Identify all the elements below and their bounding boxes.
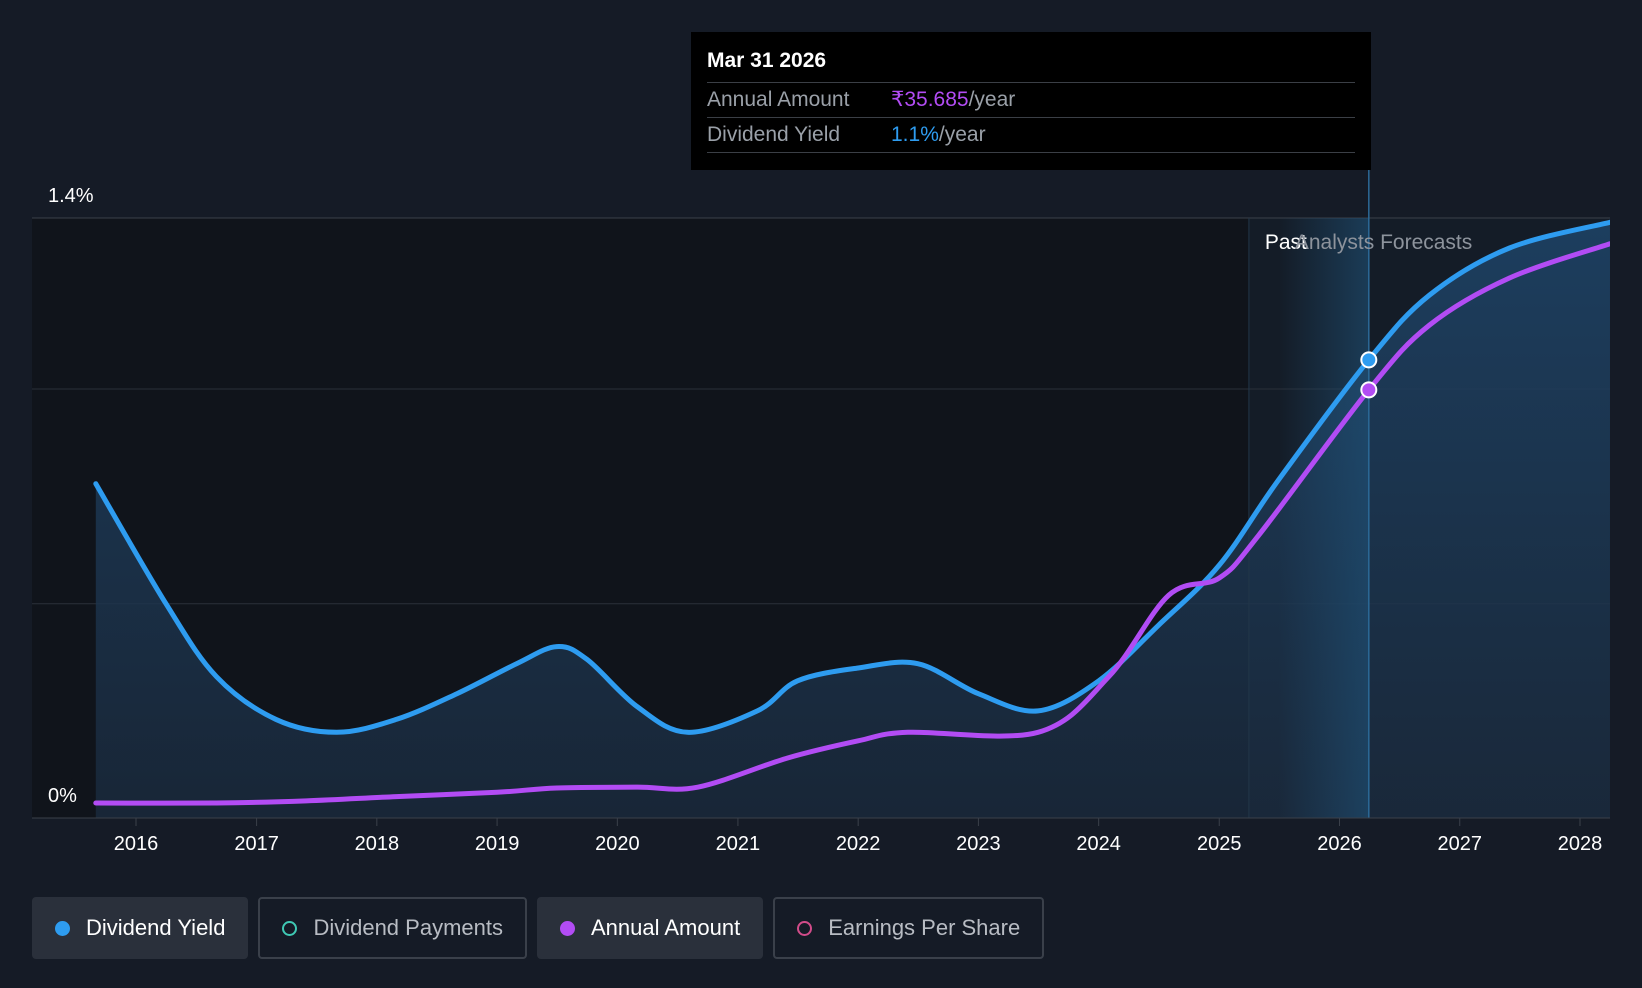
series-areas bbox=[95, 222, 1610, 818]
x-tick-label: 2024 bbox=[1076, 833, 1121, 855]
hover-markers bbox=[1360, 351, 1378, 399]
ring-dot-icon bbox=[797, 920, 813, 936]
chart-tooltip: Mar 31 2026 Annual Amount ₹35.685 /year … bbox=[691, 32, 1371, 170]
tooltip-key: Dividend Yield bbox=[707, 123, 841, 146]
x-axis-ticks: 2016 2017 2018 2019 2020 2021 2022 2023 2024 2025… bbox=[114, 818, 1603, 855]
chart-legend: Dividend Yield Dividend Payments Annual … bbox=[32, 897, 1045, 959]
y-axis-labels: 1.4% 0% bbox=[48, 185, 94, 807]
x-tick-label: 2019 bbox=[475, 833, 520, 855]
past-label: Past bbox=[1265, 231, 1307, 254]
tooltip-value: 1.1% bbox=[891, 123, 939, 146]
x-tick-label: 2025 bbox=[1197, 833, 1242, 855]
y-tick-label: 0% bbox=[48, 785, 77, 807]
x-tick-label: 2023 bbox=[956, 833, 1001, 855]
filled-dot-icon bbox=[55, 920, 70, 936]
y-tick-label: 1.4% bbox=[48, 185, 94, 207]
legend-annual-amount-button[interactable]: Annual Amount bbox=[536, 897, 764, 959]
x-tick-label: 2027 bbox=[1437, 833, 1482, 855]
x-tick-label: 2016 bbox=[114, 833, 159, 855]
tooltip-value: ₹35.685 bbox=[891, 88, 969, 111]
forecast-label: Analysts Forecasts bbox=[1295, 231, 1472, 254]
legend-label: Dividend Payments bbox=[313, 915, 503, 940]
dividend-yield-area bbox=[95, 222, 1610, 818]
filled-dot-icon bbox=[559, 920, 575, 936]
annual-amount-marker bbox=[1360, 381, 1378, 399]
tooltip-row-dividend-yield: Dividend Yield 1.1% /year bbox=[707, 118, 1355, 153]
dividend-yield-marker bbox=[1360, 351, 1378, 369]
tooltip-unit: /year bbox=[938, 123, 986, 146]
tooltip-date: Mar 31 2026 bbox=[707, 46, 1355, 83]
tooltip-unit: /year bbox=[968, 88, 1016, 111]
legend-label: Annual Amount bbox=[590, 915, 741, 940]
tooltip-row-annual-amount: Annual Amount ₹35.685 /year bbox=[707, 83, 1355, 118]
x-tick-label: 2021 bbox=[716, 833, 761, 855]
legend-earnings-per-share-button[interactable]: Earnings Per Share bbox=[773, 897, 1045, 959]
legend-dividend-payments-button[interactable]: Dividend Payments bbox=[258, 897, 527, 959]
dividend-yield-line bbox=[93, 219, 1610, 735]
hover-band bbox=[1278, 218, 1369, 818]
legend-dividend-yield-button[interactable]: Dividend Yield bbox=[32, 897, 249, 959]
x-tick-label: 2018 bbox=[355, 833, 400, 855]
x-tick-label: 2020 bbox=[595, 833, 640, 855]
x-tick-label: 2022 bbox=[836, 833, 881, 855]
x-tick-label: 2026 bbox=[1317, 833, 1362, 855]
x-tick-label: 2017 bbox=[234, 833, 279, 855]
ring-dot-icon bbox=[282, 920, 298, 936]
legend-label: Earnings Per Share bbox=[828, 915, 1021, 940]
x-tick-label: 2028 bbox=[1558, 833, 1603, 855]
tooltip-key: Annual Amount bbox=[707, 88, 850, 111]
legend-label: Dividend Yield bbox=[86, 915, 226, 940]
